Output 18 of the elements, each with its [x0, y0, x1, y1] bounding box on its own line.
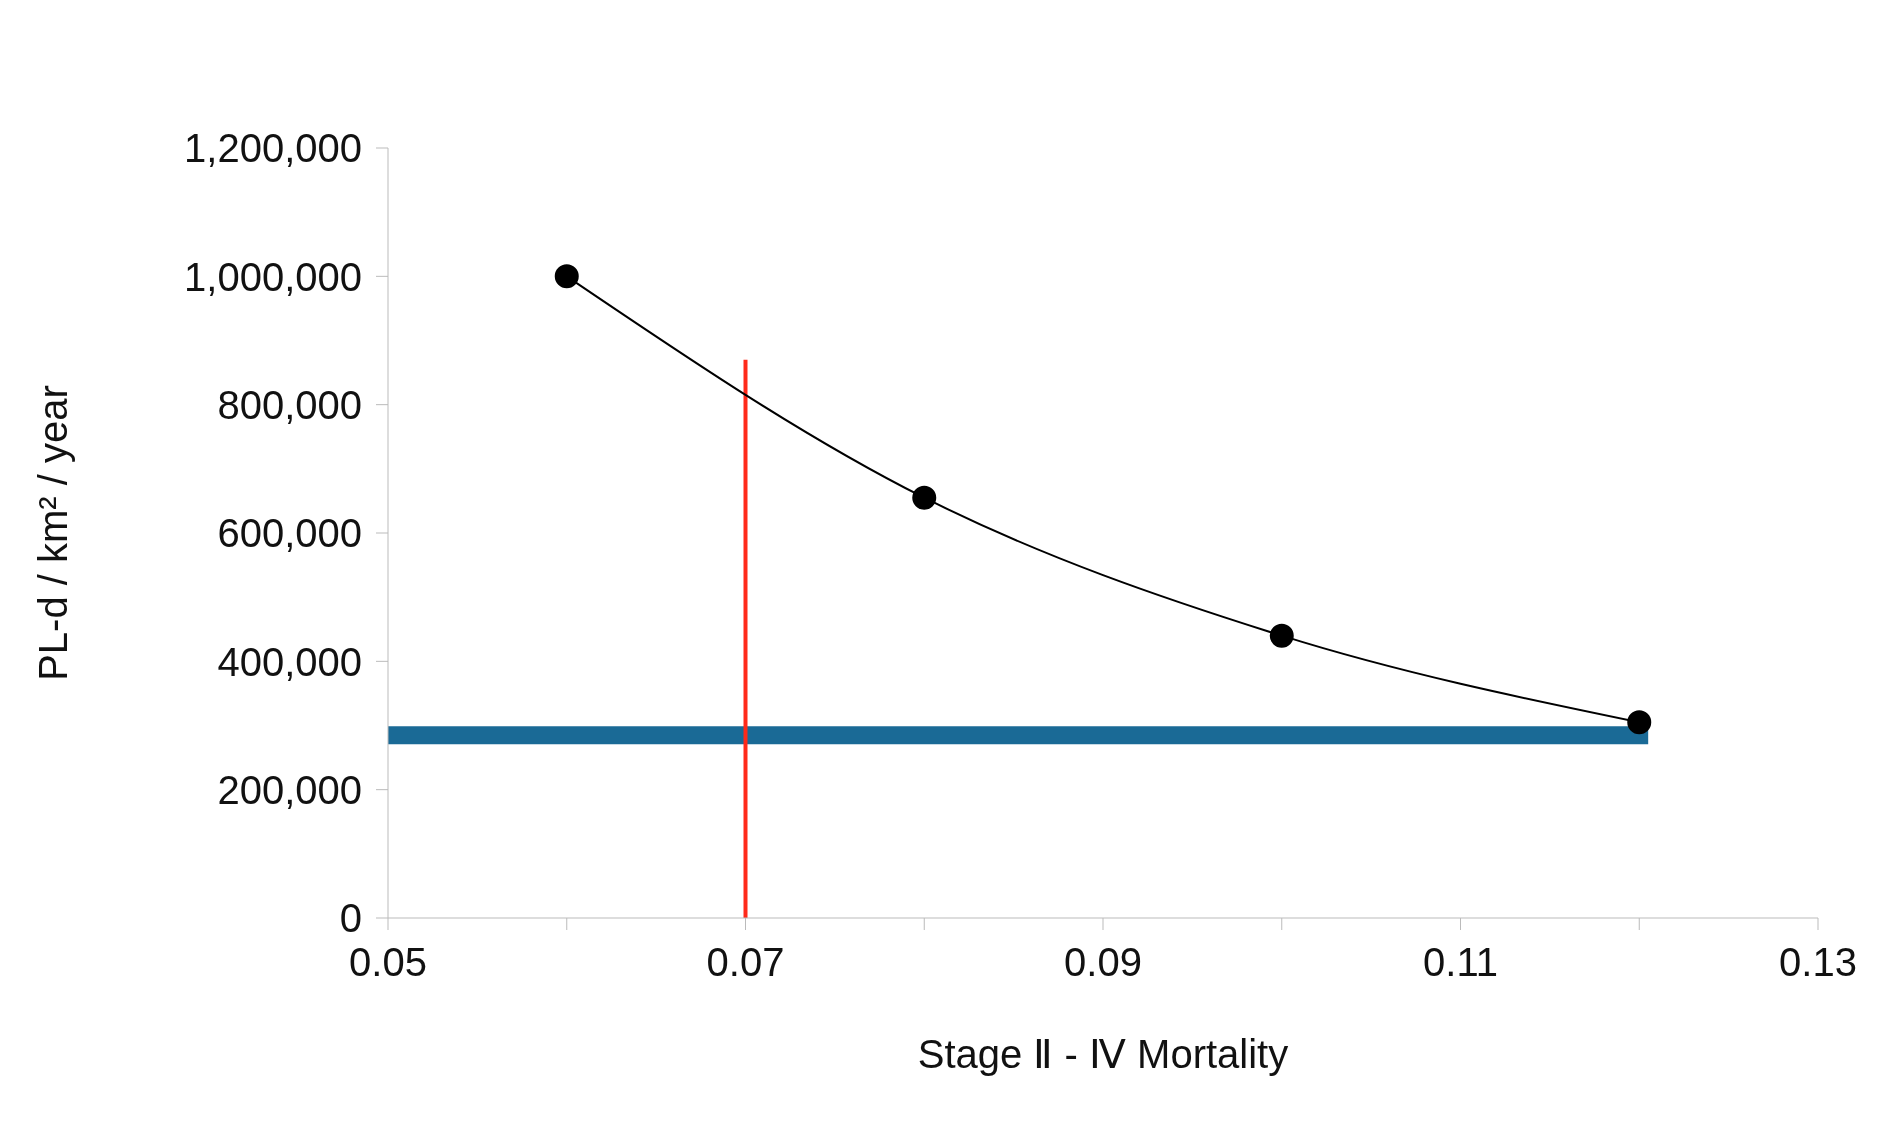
x-tick-label: 0.13 [1779, 940, 1857, 985]
y-tick-label: 600,000 [217, 511, 362, 556]
y-tick-label: 1,200,000 [184, 126, 362, 171]
x-tick-label: 0.09 [1064, 940, 1142, 985]
y-tick-label: 1,000,000 [184, 254, 362, 299]
point [912, 485, 937, 510]
point [1269, 623, 1294, 648]
x-tick-label: 0.05 [349, 940, 427, 985]
x-tick-label: 0.07 [706, 940, 785, 985]
x-tick-label: 0.11 [1423, 940, 1498, 985]
y-tick-label: 800,000 [217, 382, 362, 427]
y-tick-label: 400,000 [217, 639, 362, 684]
y-tick-label: 0 [339, 896, 362, 941]
x-axis-title: Stage Ⅱ - Ⅳ Mortality [917, 1032, 1289, 1076]
point [1627, 710, 1652, 735]
y-tick-label: 200,000 [217, 767, 362, 812]
point [554, 264, 579, 289]
y-axis-title: PL-d / km² / year [31, 385, 76, 681]
